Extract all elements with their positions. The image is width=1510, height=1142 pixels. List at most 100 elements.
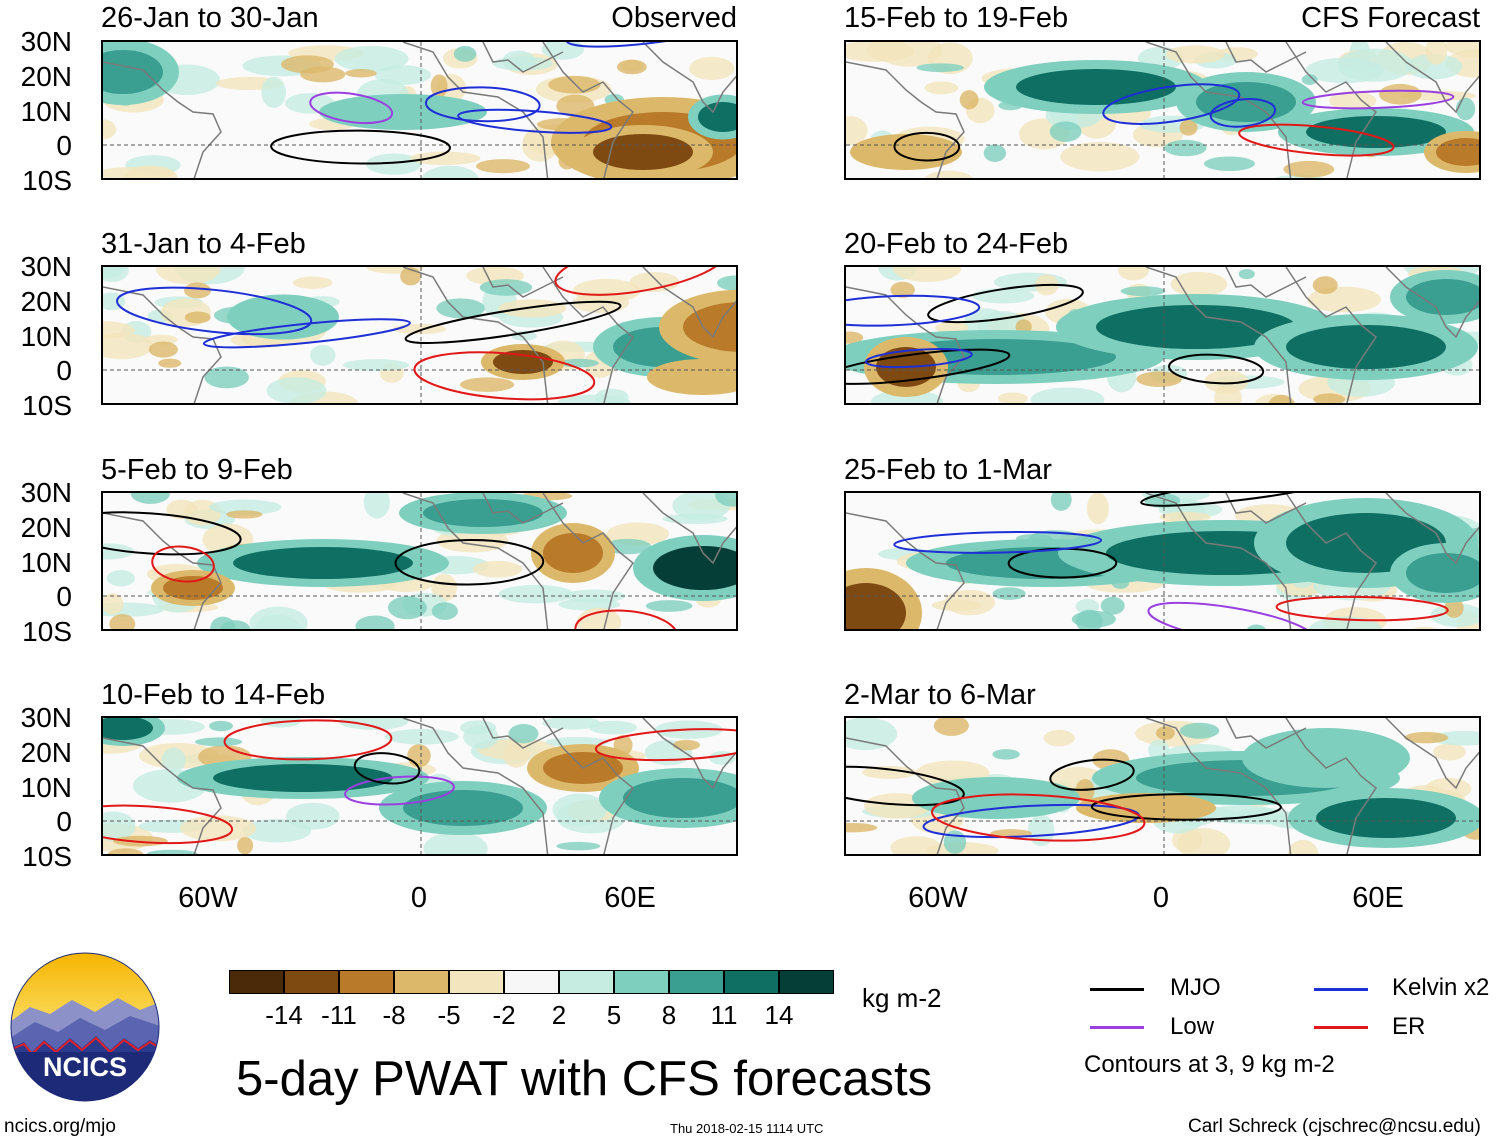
coastline: [642, 493, 736, 565]
panel-title: 25-Feb to 1-Mar: [844, 454, 1052, 486]
pwat-anomaly-patch: [717, 275, 736, 291]
pwat-anomaly-patch: [261, 76, 286, 108]
coastline: [1385, 267, 1479, 339]
pwat-anomaly-patch: [472, 560, 523, 578]
coastline: [1225, 267, 1307, 298]
coastline: [1285, 718, 1378, 854]
colorbar-label: 2: [551, 1000, 567, 1030]
lat-label: 0: [56, 581, 72, 612]
kelvin-contour: [424, 86, 541, 123]
pwat-anomaly-patch: [237, 836, 254, 854]
pwat-anomaly-blob: [1406, 279, 1479, 315]
pwat-anomaly-patch: [345, 68, 377, 78]
pwat-anomaly-patch: [1301, 74, 1318, 85]
lat-label: 10N: [20, 547, 72, 578]
map-panel: [101, 265, 738, 405]
er-contour: [554, 267, 727, 296]
colorbar-swatch: [229, 970, 284, 994]
pwat-anomaly-patch: [1444, 598, 1464, 618]
footer-url[interactable]: ncics.org/mjo: [4, 1116, 116, 1137]
colorbar-swatch: [339, 970, 394, 994]
pwat-anomaly-patch: [479, 279, 533, 296]
pwat-anomaly-patch: [552, 793, 607, 826]
pwat-anomaly-patch: [1405, 53, 1463, 80]
lat-label: 10S: [22, 165, 72, 196]
kelvin-contour: [1209, 98, 1277, 128]
map-svg: [103, 493, 736, 629]
pwat-anomaly-patch: [944, 589, 996, 616]
pwat-anomaly-blob: [866, 140, 946, 164]
er-contour: [413, 351, 596, 401]
coastline: [1285, 42, 1378, 178]
pwat-anomaly-patch: [498, 299, 567, 318]
pwat-anomaly-patch: [1100, 596, 1125, 615]
er-contour: [594, 728, 736, 762]
pwat-anomaly-blob: [343, 100, 463, 124]
map-svg: [846, 267, 1479, 403]
kelvin-contour: [893, 531, 1103, 554]
colorbar-label: -5: [437, 1000, 461, 1030]
pwat-anomaly-patch: [1030, 387, 1105, 403]
low-contour: [1147, 601, 1314, 629]
map-svg: [103, 718, 736, 854]
mjo-contour: [846, 348, 1011, 385]
coastline: [482, 493, 564, 524]
lat-label: 0: [56, 806, 72, 837]
colorbar-swatch: [394, 970, 449, 994]
pwat-anomaly-patch: [366, 153, 422, 175]
colorbar-swatch: [449, 970, 504, 994]
coastline: [1145, 718, 1292, 854]
lat-label: 20N: [20, 737, 72, 768]
coastline: [542, 493, 635, 629]
mjo-contour: [927, 283, 1084, 324]
pwat-anomaly-patch: [1455, 97, 1476, 121]
pwat-anomaly-patch: [508, 723, 539, 744]
coastline: [1385, 718, 1479, 790]
pwat-anomaly-patch: [1027, 814, 1055, 847]
pwat-anomaly-patch: [924, 170, 973, 178]
pwat-anomaly-patch: [431, 602, 458, 620]
pwat-anomaly-patch: [629, 271, 680, 293]
pwat-anomaly-blob: [663, 365, 736, 389]
lon-label: 60W: [908, 882, 968, 914]
coastline: [402, 42, 549, 178]
pwat-anomaly-patch: [226, 510, 263, 519]
pwat-anomaly-patch: [147, 849, 198, 854]
map-panel: [101, 716, 738, 856]
lon-label: 0: [410, 882, 428, 914]
pwat-anomaly-patch: [1120, 286, 1166, 297]
lat-label: 0: [56, 355, 72, 386]
colorbar-swatch: [614, 970, 669, 994]
legend-label: Low: [1170, 1013, 1215, 1040]
pwat-anomaly-patch: [1238, 269, 1255, 280]
map-panel: [101, 491, 738, 631]
pwat-anomaly-patch: [209, 499, 282, 515]
coastline: [1145, 42, 1292, 178]
pwat-anomaly-patch: [959, 90, 979, 110]
colorbar-swatch: [559, 970, 614, 994]
er-contour: [574, 609, 678, 629]
pwat-anomaly-patch: [916, 63, 964, 73]
pwat-anomaly-patch: [1379, 83, 1422, 105]
pwat-anomaly-patch: [195, 737, 243, 747]
pwat-anomaly-patch: [103, 811, 136, 841]
map-panel: [101, 40, 738, 180]
coastline: [1225, 493, 1307, 524]
pwat-anomaly-patch: [338, 718, 409, 730]
coastline: [482, 718, 564, 749]
pwat-anomaly-patch: [616, 59, 647, 75]
lat-label: 30N: [20, 26, 72, 57]
pwat-anomaly-patch: [577, 607, 622, 629]
pwat-anomaly-patch: [1179, 722, 1220, 739]
pwat-anomaly-patch: [1413, 626, 1438, 629]
pwat-anomaly-patch: [148, 341, 178, 358]
coastline: [1225, 718, 1307, 749]
pwat-anomaly-patch: [548, 75, 601, 94]
pwat-anomaly-patch: [1060, 142, 1140, 172]
lon-label: 60W: [178, 882, 238, 914]
lon-label: 60E: [604, 882, 656, 914]
pwat-anomaly-patch: [1337, 48, 1414, 82]
pwat-anomaly-patch: [992, 587, 1026, 600]
pwat-anomaly-patch: [603, 538, 652, 555]
coastline: [542, 42, 635, 178]
